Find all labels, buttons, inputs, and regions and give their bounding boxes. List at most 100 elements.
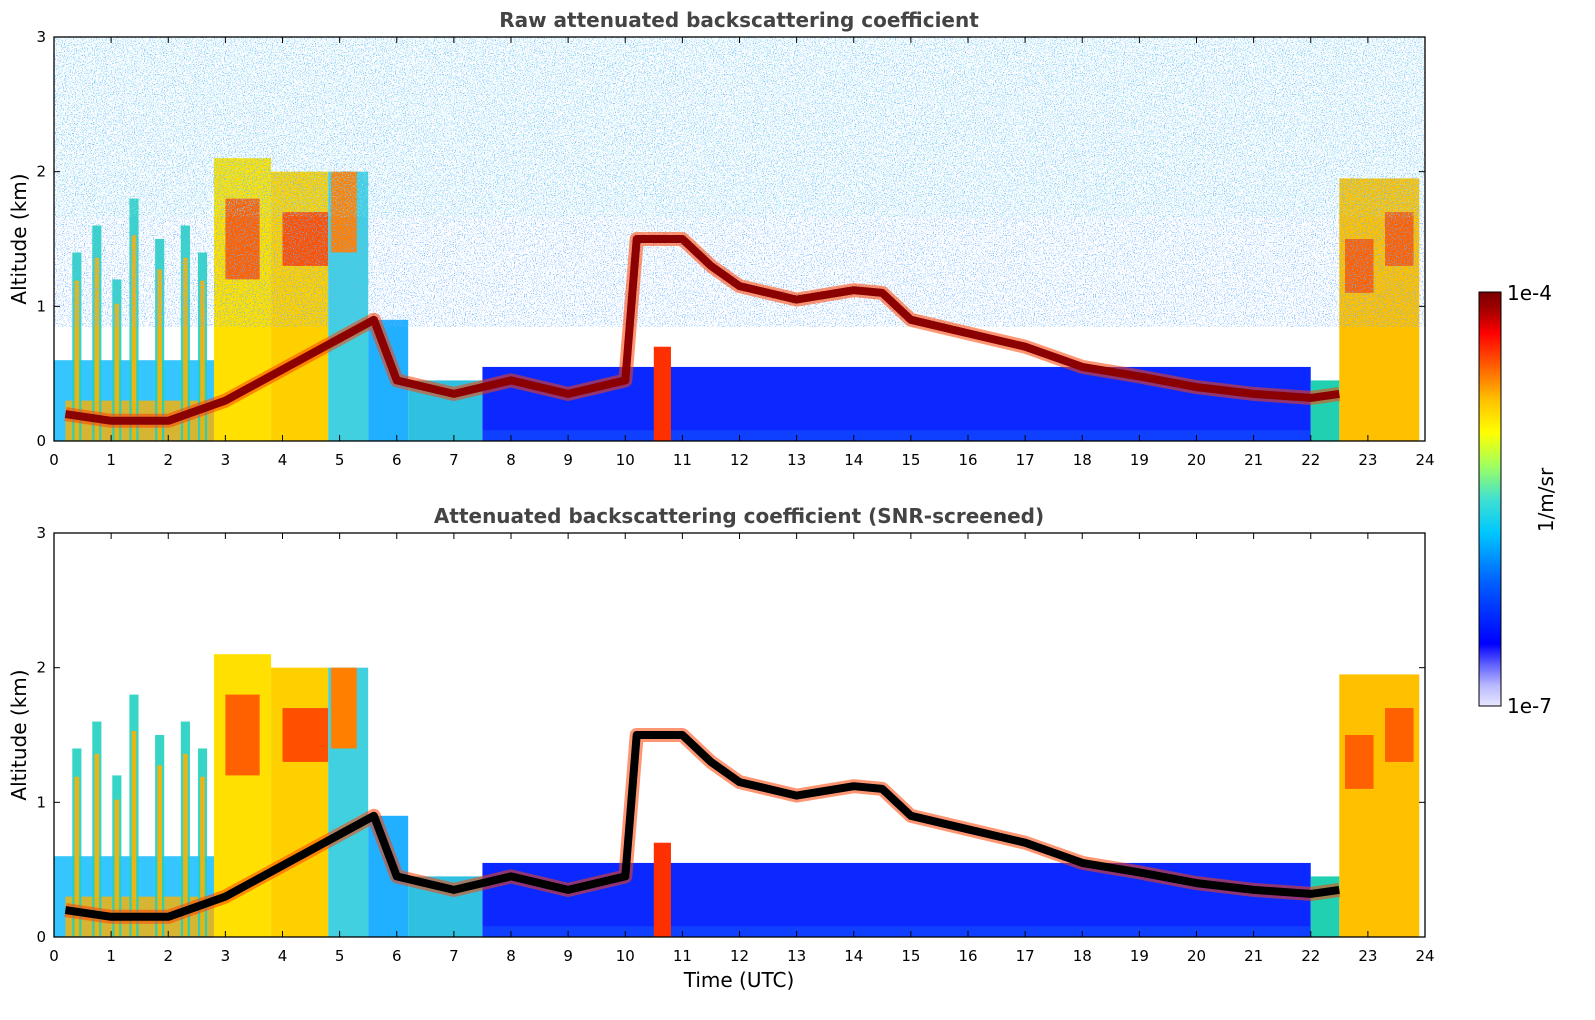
heatmap-cell: [74, 776, 80, 937]
x-axis-label: Time (UTC): [683, 968, 795, 992]
y-tick-label: 0: [36, 432, 46, 450]
chart-title: Attenuated backscattering coefficient (S…: [434, 504, 1044, 528]
heatmap-cell: [131, 234, 137, 441]
y-tick-label: 2: [36, 163, 46, 181]
heatmap-cell: [1345, 735, 1374, 789]
x-tick-label: 11: [673, 947, 692, 965]
plot-area: [53, 36, 1426, 442]
heatmap-cell: [183, 753, 188, 937]
heatmap-cell: [157, 765, 162, 937]
x-tick-label: 13: [787, 947, 806, 965]
y-tick-label: 3: [36, 524, 46, 542]
heatmap-cell: [74, 280, 80, 441]
x-tick-label: 5: [335, 451, 345, 469]
x-tick-label: 19: [1130, 451, 1149, 469]
x-tick-label: 22: [1301, 947, 1320, 965]
chart-title: Raw attenuated backscattering coefficien…: [499, 8, 979, 32]
x-tick-label: 5: [335, 947, 345, 965]
x-tick-label: 16: [958, 451, 977, 469]
heatmap-cell: [653, 842, 671, 937]
panel-screened: Attenuated backscattering coefficient (S…: [7, 504, 1435, 992]
heatmap-cell: [331, 667, 357, 749]
heatmap-cell: [183, 257, 188, 441]
x-tick-label: 7: [449, 451, 459, 469]
heatmap-cell: [653, 346, 671, 441]
x-tick-label: 12: [730, 451, 749, 469]
x-axis: 0 1 2 3 4 5 6 7 8 9 10 11 12 13 14 15 16 17 18 19 20 21 22 23 24: [49, 37, 1435, 469]
heatmap-cell: [1385, 708, 1414, 762]
y-tick-label: 3: [36, 28, 46, 46]
x-tick-label: 20: [1187, 451, 1206, 469]
heatmap-cell: [482, 926, 1311, 937]
colorbar: 1e-4 1e-7 1/m/sr: [1478, 281, 1558, 718]
x-tick-label: 23: [1358, 451, 1377, 469]
x-tick-label: 1: [106, 947, 116, 965]
colorbar-title: 1/m/sr: [1534, 467, 1558, 532]
heatmap-cell: [94, 753, 100, 937]
x-tick-label: 20: [1187, 947, 1206, 965]
plot-area: [53, 532, 1426, 938]
x-tick-label: 8: [506, 451, 516, 469]
x-tick-label: 18: [1073, 947, 1092, 965]
heatmap-cell: [114, 303, 120, 441]
x-tick-label: 0: [49, 947, 59, 965]
x-tick-label: 6: [392, 451, 402, 469]
x-tick-label: 21: [1244, 451, 1263, 469]
x-tick-label: 9: [563, 451, 573, 469]
x-tick-label: 19: [1130, 947, 1149, 965]
colorbar-min-label: 1e-7: [1507, 694, 1552, 718]
x-tick-label: 3: [221, 947, 231, 965]
x-tick-label: 0: [49, 451, 59, 469]
y-tick-label: 2: [36, 659, 46, 677]
x-tick-label: 9: [563, 947, 573, 965]
y-tick-label: 1: [36, 297, 46, 315]
x-tick-label: 3: [221, 451, 231, 469]
panel-raw: Raw attenuated backscattering coefficien…: [7, 8, 1435, 469]
heatmap-cell: [131, 730, 137, 937]
x-tick-label: 12: [730, 947, 749, 965]
x-tick-label: 13: [787, 451, 806, 469]
heatmap-cell: [225, 694, 260, 776]
noise-field-upper: [54, 37, 1425, 217]
heatmap-cell: [282, 708, 329, 762]
heatmap-cell: [200, 280, 205, 441]
x-tick-label: 7: [449, 947, 459, 965]
x-tick-label: 24: [1415, 451, 1434, 469]
x-tick-label: 8: [506, 947, 516, 965]
x-tick-label: 16: [958, 947, 977, 965]
x-tick-label: 10: [616, 451, 635, 469]
x-tick-label: 1: [106, 451, 116, 469]
x-axis: 0 1 2 3 4 5 6 7 8 9 10 11 12 13 14 15 16 17 18 19 20 21 22 23 24: [49, 533, 1435, 965]
x-tick-label: 2: [163, 451, 173, 469]
x-tick-label: 18: [1073, 451, 1092, 469]
colorbar-gradient: [1478, 291, 1502, 707]
x-tick-label: 14: [844, 451, 863, 469]
cloud-layer-group: [64, 232, 1341, 428]
heatmap-cell: [114, 799, 120, 937]
y-axis: 0 1 2 3: [36, 524, 1425, 946]
cloud-layer: [64, 235, 1340, 425]
x-tick-label: 2: [163, 947, 173, 965]
cloud-layer-group: [64, 728, 1341, 924]
x-tick-label: 17: [1016, 451, 1035, 469]
x-tick-label: 11: [673, 451, 692, 469]
x-tick-label: 24: [1415, 947, 1434, 965]
x-tick-label: 17: [1016, 947, 1035, 965]
y-tick-label: 0: [36, 928, 46, 946]
x-tick-label: 4: [278, 947, 288, 965]
x-tick-label: 14: [844, 947, 863, 965]
x-tick-label: 21: [1244, 947, 1263, 965]
cloud-layer: [64, 731, 1340, 921]
y-tick-label: 1: [36, 793, 46, 811]
x-tick-label: 23: [1358, 947, 1377, 965]
heatmap-cell: [482, 430, 1311, 441]
heatmap-cell: [157, 269, 162, 441]
x-tick-label: 15: [901, 451, 920, 469]
heatmap-cell: [200, 776, 205, 937]
x-tick-label: 22: [1301, 451, 1320, 469]
x-tick-label: 6: [392, 947, 402, 965]
x-tick-label: 15: [901, 947, 920, 965]
colorbar-max-label: 1e-4: [1507, 281, 1552, 305]
heatmap-cell: [94, 257, 100, 441]
x-tick-label: 4: [278, 451, 288, 469]
